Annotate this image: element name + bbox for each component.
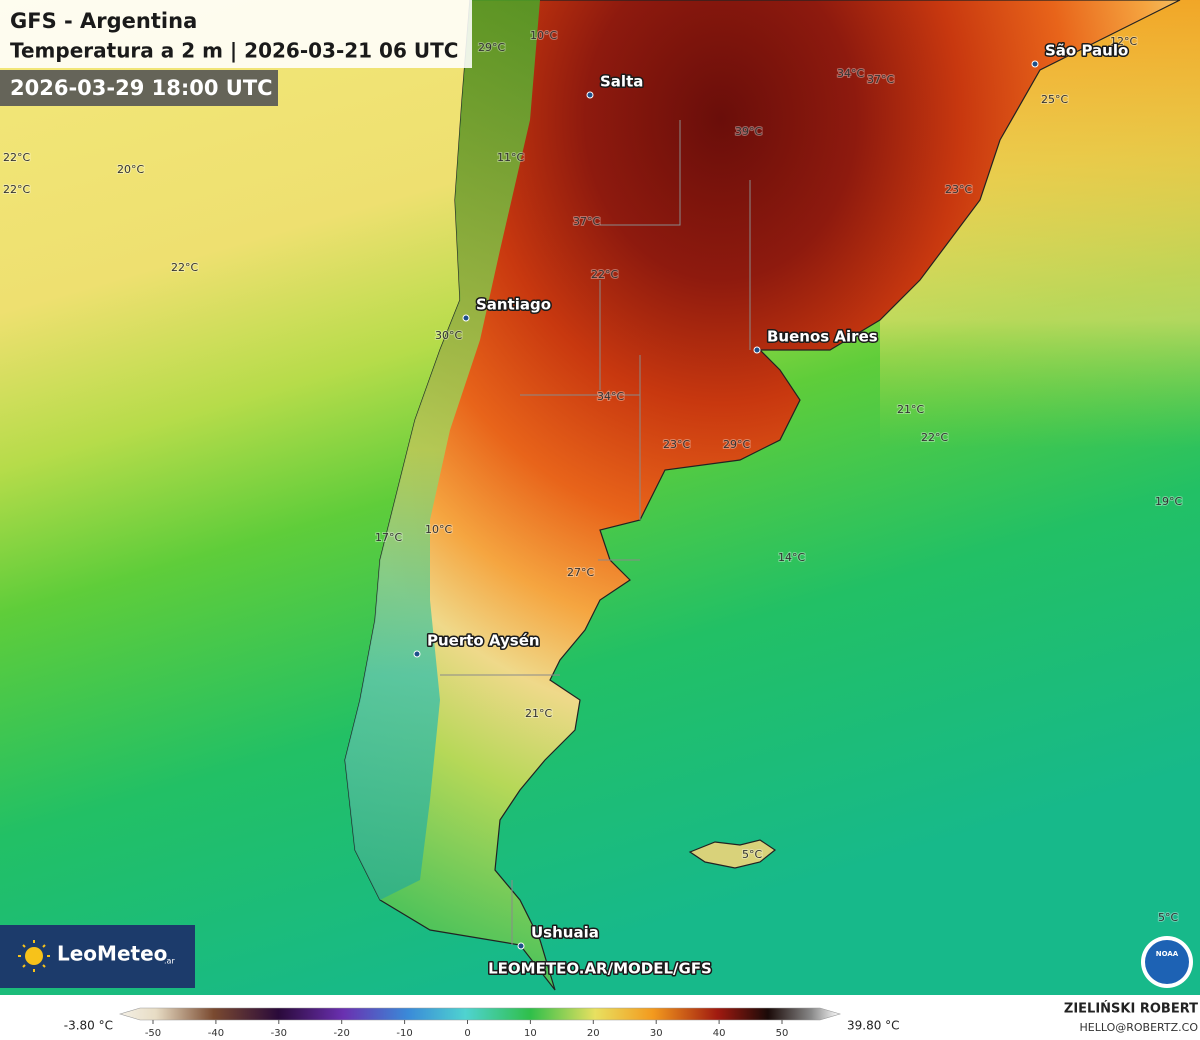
city-label: Buenos Aires [767,328,878,346]
temperature-label: 22°C [3,151,30,164]
temperature-label: 29°C [723,438,750,451]
temperature-label: 34°C [597,390,624,403]
temperature-label: 10°C [425,523,452,536]
email: HELLO@ROBERTZ.CO [1080,1021,1199,1034]
temperature-label: 21°C [525,707,552,720]
logo-text: LeoMeteo [57,942,167,966]
colorbar-ticks: -50 -40 -30 -20 -10 0 10 20 30 40 50 [145,1020,789,1039]
logo-suffix: .ar [164,957,175,966]
temperature-label: 29°C [478,41,505,54]
colorbar-tick-label: 10 [524,1028,537,1039]
temperature-label: 22°C [591,268,618,281]
temperature-label: 14°C [778,551,805,564]
city-marker [462,314,470,322]
time-box [0,70,278,106]
colorbar-tick-label: -20 [334,1028,350,1039]
temperature-label: 20°C [117,163,144,176]
temperature-label: 22°C [3,183,30,196]
city-label: Puerto Aysén [427,632,540,650]
city-label: Ushuaia [531,924,599,942]
colorbar [118,1007,842,1021]
colorbar-tick-label: 20 [587,1028,600,1039]
colorbar-tick-label: 30 [650,1028,663,1039]
source-url: LEOMETEO.AR/MODEL/GFS [488,960,712,978]
colorbar-min: -3.80 °C [64,1019,113,1033]
temperature-label: 23°C [663,438,690,451]
temperature-label: 22°C [171,261,198,274]
noaa-text: NOAA [1156,950,1179,958]
temperature-label: 11°C [497,151,524,164]
temperature-label: 23°C [945,183,972,196]
map-title: GFS - Argentina [10,9,197,33]
colorbar-tick-label: -40 [208,1028,224,1039]
logo-rays [18,940,50,972]
noaa-logo [1145,940,1189,984]
temperature-label: 27°C [567,566,594,579]
city-marker [517,942,525,950]
borders [440,120,751,945]
city-marker [586,91,594,99]
colorbar-tick-label: 50 [776,1028,789,1039]
city-marker [1031,60,1039,68]
temperature-label: 12°C [1110,35,1137,48]
temperature-label: 39°C [735,125,762,138]
temperature-label: 30°C [435,329,462,342]
temperature-label: 37°C [867,73,894,86]
colorbar-tick-label: -30 [271,1028,287,1039]
colorbar-max: 39.80 °C [847,1019,900,1033]
temperature-label: 5°C [1158,911,1178,924]
falklands [688,839,777,869]
temperature-label: 19°C [1155,495,1182,508]
city-marker [753,346,761,354]
city-label: São Paulo [1045,42,1128,60]
temperature-label: 37°C [573,215,600,228]
temperature-label: 5°C [742,848,762,861]
logo-sun [25,947,43,965]
city-label: Salta [600,73,643,91]
title-box [0,0,472,68]
colorbar-tick-label: 40 [713,1028,726,1039]
temperature-label: 17°C [375,531,402,544]
colorbar-tick-label: -50 [145,1028,161,1039]
temperature-label: 25°C [1041,93,1068,106]
author: ZIELIŃSKI ROBERT [1064,1001,1198,1017]
map-labels: 29°C 10°C 11°C 22°C 22°C 20°C 22°C 37°C 22°C 30°C… [2,28,1183,950]
map-subtitle: Temperatura a 2 m | 2026-03-21 06 UTC [10,39,458,63]
temperature-label: 22°C [921,431,948,444]
temperature-label: 10°C [530,29,557,42]
city-marker [413,650,421,658]
andes [345,0,540,900]
colorbar-tick-label: 0 [464,1028,470,1039]
valid-time: 2026-03-29 18:00 UTC [10,76,273,100]
city-label: Santiago [476,296,551,314]
colorbar-tick-label: -10 [396,1028,412,1039]
temperature-label: 21°C [897,403,924,416]
temperature-label: 34°C [837,67,864,80]
